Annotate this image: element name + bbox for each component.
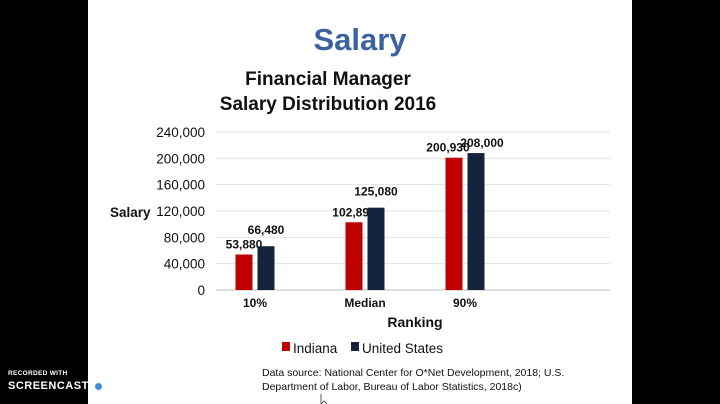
source-line2: Department of Labor, Bureau of Labor Sta… — [262, 381, 522, 393]
data-label: 53,880 — [226, 238, 263, 252]
legend-label-us: United States — [362, 341, 443, 356]
y-tick-label: 160,000 — [156, 178, 205, 193]
watermark-brand-suffix: MATIC — [108, 380, 145, 392]
watermark-brand: SCREENCAST — [8, 380, 89, 392]
y-tick-label: 120,000 — [156, 204, 205, 219]
x-tick-label: Median — [344, 296, 385, 310]
y-tick-label: 0 — [197, 283, 205, 298]
data-label: 102,890 — [332, 205, 376, 219]
legend-swatch-us — [351, 342, 359, 351]
watermark-line1: RECORDED WITH — [8, 370, 68, 377]
data-label: 208,000 — [460, 136, 504, 150]
y-axis-label: Salary — [110, 205, 151, 220]
bar-indiana — [445, 157, 463, 290]
x-tick-label: 90% — [453, 296, 477, 310]
bar-united-states — [367, 207, 385, 290]
source-line1: Data source: National Center for O*Net D… — [262, 367, 564, 379]
bar-united-states — [257, 246, 275, 290]
bar-indiana — [235, 254, 253, 290]
bar-indiana — [345, 222, 363, 290]
data-label: 66,480 — [248, 223, 285, 237]
y-tick-label: 80,000 — [164, 230, 205, 245]
y-tick-label: 40,000 — [164, 257, 205, 272]
legend-label-indiana: Indiana — [293, 341, 338, 356]
chart-title-line2: Salary Distribution 2016 — [220, 94, 436, 115]
data-label: 200,930 — [426, 141, 470, 155]
y-tick-label: 240,000 — [156, 125, 205, 140]
x-tick-label: 10% — [243, 296, 267, 310]
legend-swatch-indiana — [282, 342, 290, 351]
legend: Indiana United States — [282, 341, 443, 356]
y-tick-label: 200,000 — [156, 151, 205, 166]
slide-title: Salary — [313, 22, 407, 57]
data-label: 125,080 — [354, 185, 398, 199]
screencast-logo-icon — [91, 379, 106, 393]
slide: Salary — [88, 0, 632, 404]
x-axis-label: Ranking — [387, 314, 442, 330]
chart-title-line1: Financial Manager — [245, 69, 411, 90]
screencast-watermark: RECORDED WITH SCREENCAST MATIC — [8, 370, 145, 393]
mouse-cursor-icon — [320, 394, 328, 404]
bar-united-states — [467, 153, 485, 290]
